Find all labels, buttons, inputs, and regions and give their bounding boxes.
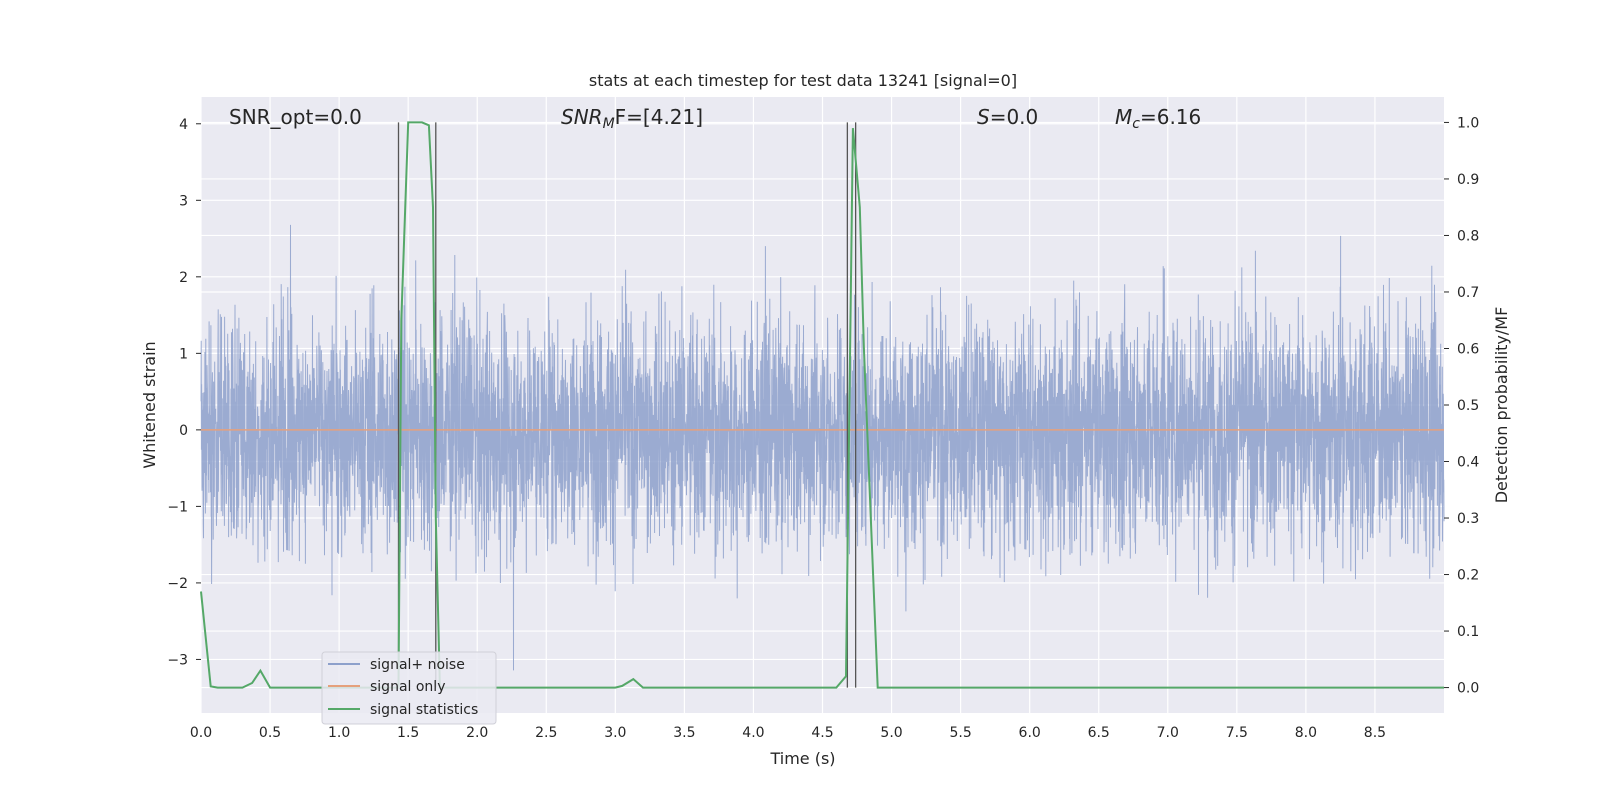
x-axis-label: Time (s) (769, 749, 835, 768)
y-right-tick-label-5: 0.5 (1457, 398, 1479, 414)
x-tick-label-5: 2.5 (535, 725, 557, 741)
x-tick-label-4: 2.0 (466, 725, 488, 741)
annotation-s-main: S (977, 105, 990, 129)
y-right-tick-label-1: 0.1 (1457, 624, 1479, 640)
y-right-tick-label-0: 0.0 (1457, 681, 1479, 697)
x-tick-label-10: 5.0 (880, 725, 902, 741)
x-tick-label-7: 3.5 (673, 725, 695, 741)
y-left-tick-label-2: −1 (167, 499, 188, 515)
y-left-tick-label-7: 4 (179, 117, 188, 133)
legend-box (321, 651, 497, 725)
noise-series (200, 224, 1445, 671)
annotation-mc-rest: =6.16 (1140, 105, 1201, 129)
y-left-tick-label-3: 0 (179, 423, 188, 439)
y-left-tick-label-6: 3 (179, 193, 188, 209)
y-right-tick-label-7: 0.7 (1457, 285, 1479, 301)
annotation-snr-mf: SNRMF=[4.21] (561, 105, 703, 132)
annotation-snr-opt: SNR_opt=0.0 (229, 105, 362, 129)
y-left-axis-ticks: −3 −2 −1 0 1 2 3 4 (167, 117, 201, 668)
y-right-tick-label-10: 1.0 (1457, 115, 1479, 131)
y-right-tick-label-3: 0.3 (1457, 511, 1479, 527)
y-right-tick-label-2: 0.2 (1457, 568, 1479, 584)
annotation-s: S=0.0 (977, 105, 1038, 129)
x-axis-ticks: 0.0 0.5 1.0 1.5 2.0 2.5 3.0 3.5 4.0 4.5 5.0 5.5 6.0 6… (190, 725, 1386, 741)
annotation-snr-mf-rest: F=[4.21] (615, 105, 703, 129)
x-tick-label-12: 6.0 (1019, 725, 1041, 741)
y-right-tick-label-4: 0.4 (1457, 455, 1479, 471)
x-tick-label-16: 8.0 (1295, 725, 1317, 741)
y-left-tick-label-5: 2 (179, 270, 188, 286)
x-tick-label-0: 0.0 (190, 725, 212, 741)
x-tick-label-8: 4.0 (742, 725, 764, 741)
y-right-tick-label-6: 0.6 (1457, 341, 1479, 357)
annotation-s-rest: =0.0 (990, 105, 1039, 129)
statistics-series (200, 121, 1444, 689)
y-right-tick-label-8: 0.8 (1457, 228, 1479, 244)
legend-label-signal-only: signal only (370, 679, 445, 695)
x-tick-label-3: 1.5 (397, 725, 419, 741)
x-tick-label-17: 8.5 (1364, 725, 1386, 741)
annotation-mc-sub: c (1132, 116, 1140, 132)
x-tick-label-13: 6.5 (1088, 725, 1110, 741)
y-right-axis-ticks: 0.0 0.1 0.2 0.3 0.4 0.5 0.6 0.7 0.8 0.9 1.0 (1444, 115, 1479, 697)
x-tick-label-9: 4.5 (811, 725, 833, 741)
y-left-tick-label-1: −2 (167, 576, 188, 592)
x-tick-label-2: 1.0 (328, 725, 350, 741)
legend-label-signal-statistics: signal statistics (370, 702, 478, 718)
y-right-tick-label-9: 0.9 (1457, 172, 1479, 188)
x-tick-label-14: 7.0 (1157, 725, 1179, 741)
legend: signal+ noise signal only signal statist… (321, 651, 497, 725)
y-left-axis-label: Whitened strain (140, 341, 159, 468)
x-tick-label-15: 7.5 (1226, 725, 1248, 741)
x-tick-label-1: 0.5 (259, 725, 281, 741)
legend-label-signal-noise: signal+ noise (370, 657, 465, 673)
annotation-mc: Mc=6.16 (1115, 105, 1201, 132)
annotation-snr-mf-sub: M (603, 116, 615, 132)
y-right-axis-label: Detection probability/MF (1492, 307, 1511, 504)
annotation-snr-mf-main: SNR (561, 105, 603, 129)
x-tick-label-6: 3.0 (604, 725, 626, 741)
y-left-tick-label-0: −3 (167, 652, 188, 668)
x-tick-label-11: 5.5 (949, 725, 971, 741)
series-line-signal-noise (200, 224, 1445, 671)
chart-title: stats at each timestep for test data 132… (589, 71, 1017, 90)
annotation-mc-main: M (1115, 105, 1132, 129)
series-line-signal-statistics (200, 121, 1444, 689)
y-left-tick-label-4: 1 (179, 346, 188, 362)
